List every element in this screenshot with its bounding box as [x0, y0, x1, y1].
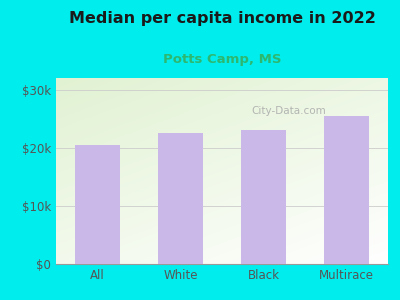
Text: Potts Camp, MS: Potts Camp, MS	[163, 52, 281, 65]
Text: Median per capita income in 2022: Median per capita income in 2022	[68, 11, 376, 26]
Bar	[324, 116, 369, 264]
Text: City-Data.com: City-Data.com	[251, 106, 326, 116]
Bar	[241, 130, 286, 264]
Bar	[158, 133, 203, 264]
Bar	[75, 145, 120, 264]
